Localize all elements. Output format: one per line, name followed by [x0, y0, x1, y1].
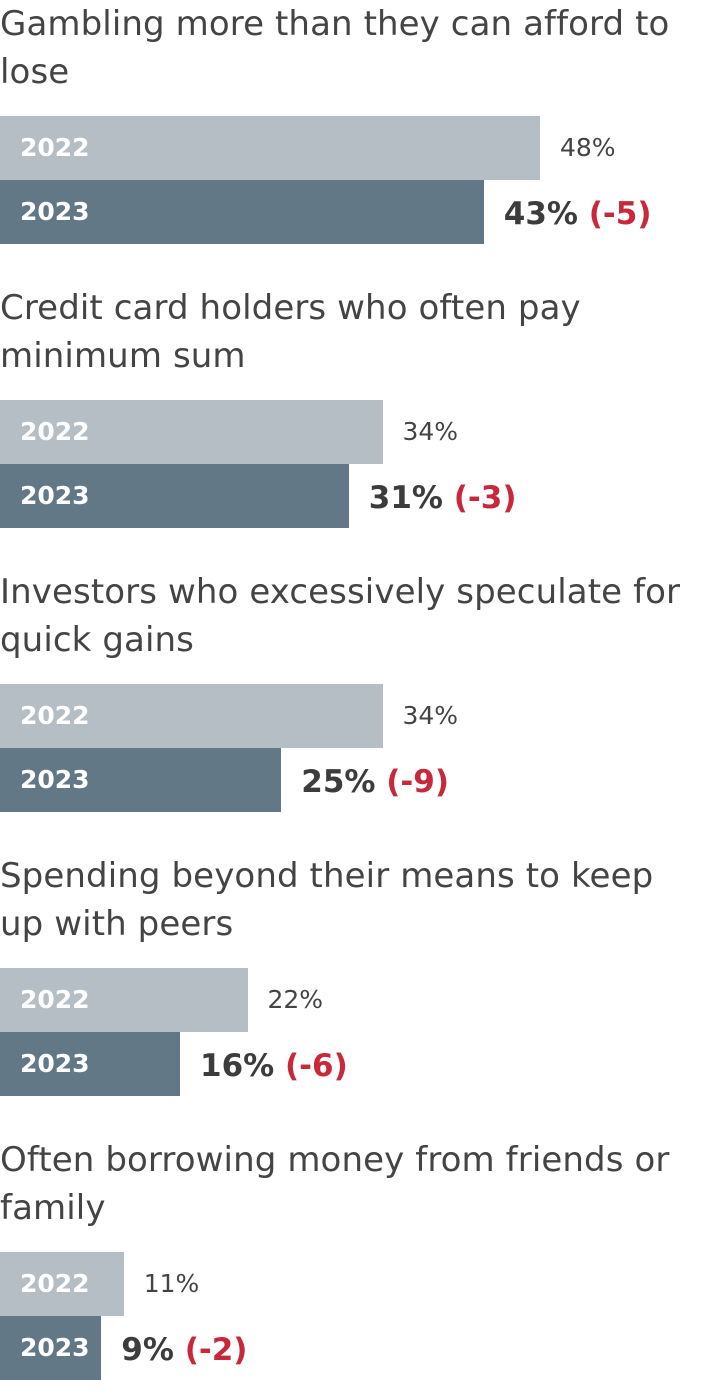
category-group: Spending beyond their means to keep up w… [0, 852, 710, 1116]
value-label-2023: 25% (-9) [301, 748, 449, 816]
category-label: Often borrowing money from friends or fa… [0, 1140, 670, 1228]
value-label-2022: 48% [560, 133, 616, 162]
value-label-2022: 34% [402, 701, 459, 730]
value-2023: 9% [121, 1332, 174, 1368]
category-label: Gambling more than they can afford to lo… [0, 4, 670, 92]
bar-year-label: 2022 [20, 417, 90, 446]
bar-2023: 2023 [0, 464, 349, 528]
bar-2022: 2022 [0, 400, 383, 464]
value-label-2023: 16% (-6) [200, 1032, 348, 1100]
change-value: (-3) [453, 480, 517, 516]
bar-2023: 2023 [0, 1316, 102, 1380]
bar-year-label: 2023 [20, 765, 90, 794]
value-label-2023: 9% (-2) [121, 1316, 247, 1384]
value-2023: 25% [301, 764, 376, 800]
change-value: (-2) [184, 1332, 248, 1368]
category-group: Investors who excessively speculate for … [0, 568, 710, 832]
bar-year-label: 2023 [20, 197, 90, 226]
bar-2022: 2022 [0, 968, 248, 1032]
bar-year-label: 2022 [20, 1269, 90, 1298]
bar-year-label: 2023 [20, 1049, 90, 1078]
category-group: Gambling more than they can afford to lo… [0, 0, 710, 264]
category-group: Often borrowing money from friends or fa… [0, 1136, 710, 1400]
value-label-2023: 43% (-5) [504, 180, 652, 248]
bar-2023: 2023 [0, 748, 282, 812]
bar-year-label: 2022 [20, 701, 90, 730]
value-label-2023: 31% (-3) [369, 464, 517, 532]
value-2023: 31% [368, 480, 443, 516]
category-label: Spending beyond their means to keep up w… [0, 856, 654, 944]
category-label: Investors who excessively speculate for … [0, 572, 681, 660]
bar-2022: 2022 [0, 684, 383, 748]
bar-2022: 2022 [0, 116, 540, 180]
value-label-2022: 34% [402, 417, 459, 446]
bar-year-label: 2023 [20, 481, 90, 510]
value-label-2022: 22% [267, 985, 324, 1014]
value-label-2022: 11% [143, 1269, 200, 1298]
category-label: Credit card holders who often pay minimu… [0, 288, 581, 376]
bar-year-label: 2022 [20, 133, 90, 162]
bar-year-label: 2023 [20, 1333, 90, 1362]
value-2023: 43% [503, 196, 578, 232]
value-2023: 16% [200, 1048, 275, 1084]
bar-2023: 2023 [0, 1032, 180, 1096]
change-value: (-9) [386, 764, 450, 800]
change-value: (-5) [588, 196, 652, 232]
change-value: (-6) [285, 1048, 348, 1084]
category-group: Credit card holders who often pay minimu… [0, 284, 710, 548]
bar-year-label: 2022 [20, 985, 90, 1014]
bar-2022: 2022 [0, 1252, 124, 1316]
bar-2023: 2023 [0, 180, 484, 244]
